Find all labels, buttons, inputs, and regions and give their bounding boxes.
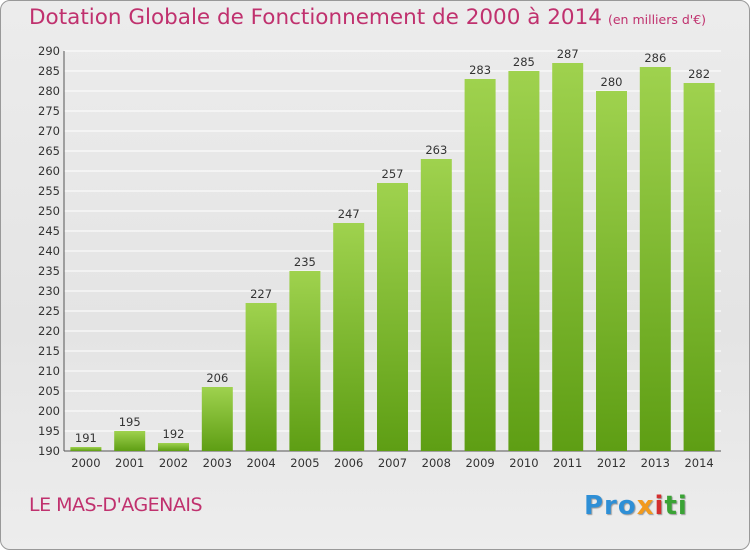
proxiti-logo: Proxiti	[584, 491, 688, 521]
y-tick-label: 285	[38, 64, 60, 78]
y-tick-label: 225	[38, 304, 60, 318]
bar	[596, 91, 627, 451]
bar	[158, 443, 189, 451]
chart-title: Dotation Globale de Fonctionnement de 20…	[29, 5, 706, 30]
bar	[377, 183, 408, 451]
x-tick-label: 2007	[378, 456, 407, 470]
y-tick-label: 290	[38, 44, 60, 58]
bar-value-label: 206	[206, 371, 228, 385]
bar-value-label: 247	[338, 207, 360, 221]
bar	[420, 159, 452, 451]
y-tick-label: 270	[38, 124, 60, 138]
bar-value-label: 195	[119, 415, 141, 429]
y-tick-label: 220	[38, 324, 60, 338]
bar-value-label: 286	[644, 51, 666, 65]
bar	[245, 303, 277, 451]
bar-value-label: 280	[601, 75, 623, 89]
bar	[683, 83, 715, 451]
bar	[508, 71, 540, 451]
y-tick-label: 215	[38, 344, 60, 358]
x-tick-label: 2000	[71, 456, 100, 470]
bar-value-label: 285	[513, 55, 535, 69]
x-tick-label: 2012	[597, 456, 626, 470]
chart-title-text: Dotation Globale de Fonctionnement de 20…	[29, 5, 602, 30]
y-tick-label: 230	[38, 284, 60, 298]
bar-value-label: 191	[75, 431, 97, 445]
y-tick-label: 210	[38, 364, 60, 378]
x-tick-label: 2008	[422, 456, 451, 470]
y-tick-label: 265	[38, 144, 60, 158]
bar	[333, 223, 365, 451]
bar	[114, 431, 146, 451]
y-tick-label: 205	[38, 384, 60, 398]
y-tick-label: 275	[38, 104, 60, 118]
bar	[289, 271, 321, 451]
x-tick-label: 2004	[246, 456, 275, 470]
bar-value-label: 235	[294, 255, 316, 269]
bar-value-label: 287	[557, 47, 579, 61]
y-tick-label: 190	[38, 444, 60, 458]
y-tick-label: 195	[38, 424, 60, 438]
x-tick-label: 2011	[553, 456, 582, 470]
x-tick-label: 2001	[115, 456, 144, 470]
x-tick-label: 2014	[684, 456, 713, 470]
x-tick-label: 2009	[465, 456, 494, 470]
y-tick-label: 250	[38, 204, 60, 218]
y-tick-label: 245	[38, 224, 60, 238]
x-tick-label: 2003	[203, 456, 232, 470]
x-tick-label: 2002	[159, 456, 188, 470]
bar-value-label: 257	[382, 167, 404, 181]
x-tick-label: 2005	[290, 456, 319, 470]
y-tick-label: 280	[38, 84, 60, 98]
location-label: LE MAS-D'AGENAIS	[29, 494, 203, 516]
bar	[70, 447, 102, 451]
chart-subtitle: (en milliers d'€)	[607, 12, 707, 27]
bar	[639, 67, 671, 451]
x-tick-label: 2010	[509, 456, 538, 470]
y-tick-label: 240	[38, 244, 60, 258]
bar	[464, 79, 496, 451]
bar	[552, 63, 584, 451]
y-tick-label: 200	[38, 404, 60, 418]
bar-value-label: 282	[688, 67, 710, 81]
y-tick-label: 235	[38, 264, 60, 278]
bar-value-label: 263	[425, 143, 447, 157]
x-tick-label: 2006	[334, 456, 363, 470]
y-tick-label: 255	[38, 184, 60, 198]
bar-value-label: 192	[163, 427, 185, 441]
bar-value-label: 283	[469, 63, 491, 77]
x-tick-label: 2013	[641, 456, 670, 470]
bar-value-label: 227	[250, 287, 272, 301]
bar	[201, 387, 233, 451]
y-tick-label: 260	[38, 164, 60, 178]
